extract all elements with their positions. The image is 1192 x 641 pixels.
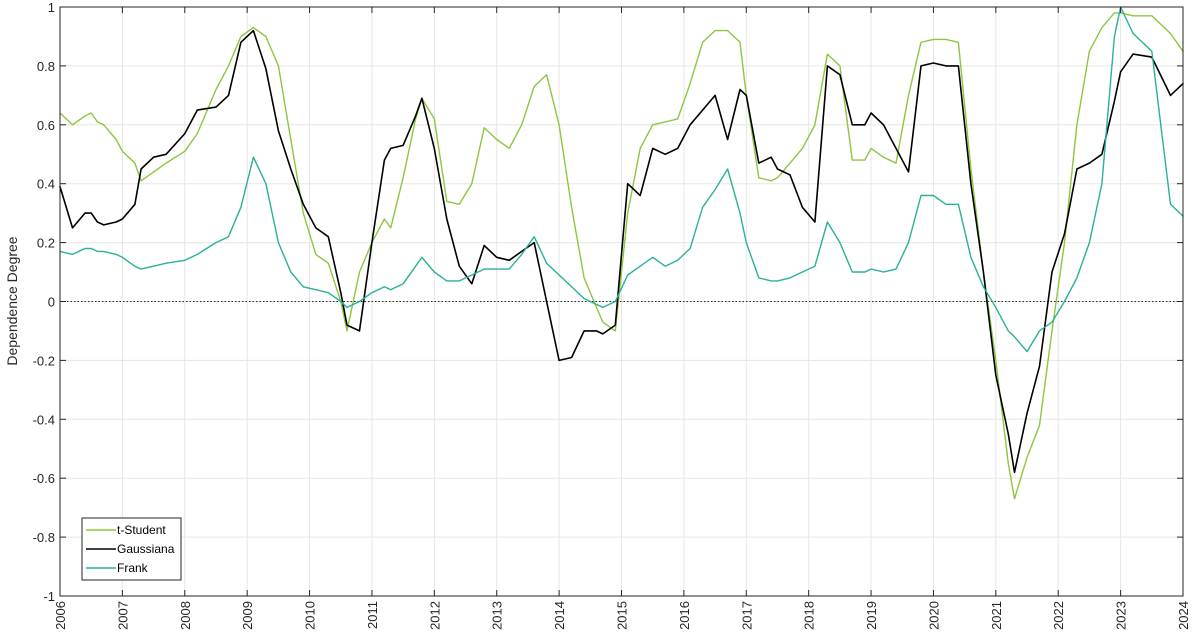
legend: t-Student Gaussiana Frank [81,517,182,581]
x-tick-label: 2018 [802,601,817,630]
x-tick-label: 2009 [240,601,255,630]
x-tick-label: 2022 [1051,601,1066,630]
x-tick-label: 2006 [53,601,68,630]
y-tick-label: 1 [48,0,55,15]
y-tick-label: 0 [48,295,55,310]
y-tick-label: 0.4 [37,177,55,192]
x-tick-label: 2013 [490,601,505,630]
legend-label: Frank [117,561,149,575]
y-tick-label: -0.6 [33,471,55,486]
y-tick-label: -0.8 [33,530,55,545]
x-tick-label: 2007 [115,601,130,630]
x-tick-label: 2016 [677,601,692,630]
x-tick-labels: 2006 2007 2008 2009 2010 2011 2012 2013 2014 2015… [53,601,1191,630]
x-tick-label: 2010 [303,601,318,630]
tick-marks [59,6,1184,597]
x-tick-label: 2021 [989,601,1004,630]
y-tick-labels: -1 -0.8 -0.6 -0.4 -0.2 0 0.2 0.4 0.6 0.8 1 [33,0,55,604]
x-tick-label: 2023 [1114,601,1129,630]
x-tick-label: 2014 [552,601,567,630]
y-tick-label: 0.6 [37,118,55,133]
legend-label: Gaussiana [117,542,175,556]
x-tick-label: 2008 [178,601,193,630]
y-tick-label: -1 [43,589,55,604]
x-tick-label: 2012 [427,601,442,630]
series-line-frank [59,6,1184,353]
series-layer [59,6,1184,500]
y-tick-label: -0.2 [33,353,55,368]
y-tick-label: -0.4 [33,412,55,427]
x-tick-label: 2020 [926,601,941,630]
x-tick-label: 2015 [615,601,630,630]
x-tick-label: 2011 [365,601,380,629]
x-tick-label: 2017 [739,601,754,630]
x-tick-label: 2019 [864,601,879,630]
y-axis-label: Dependence Degree [4,236,20,365]
y-tick-label: 0.8 [37,59,55,74]
y-tick-label: 0.2 [37,236,55,251]
legend-label: t-Student [117,523,166,537]
x-tick-label: 2024 [1176,601,1191,630]
